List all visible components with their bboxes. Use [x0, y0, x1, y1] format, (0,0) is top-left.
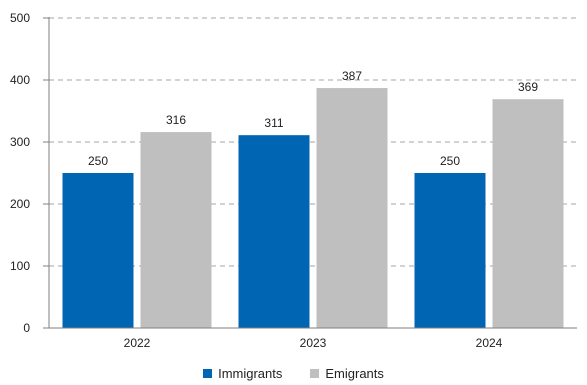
x-tick-label: 2024 — [476, 336, 503, 350]
bar-immigrants-2022 — [62, 173, 134, 328]
legend-label-emigrants: Emigrants — [325, 366, 384, 381]
bars — [62, 88, 564, 328]
bar-emigrants-2023 — [316, 88, 388, 328]
data-label-emigrants-2024: 369 — [518, 80, 538, 94]
legend-swatch-emigrants — [310, 369, 320, 378]
x-tick-label: 2023 — [300, 336, 327, 350]
data-label-immigrants-2022: 250 — [88, 154, 108, 168]
legend-item-immigrants: Immigrants — [203, 366, 282, 381]
y-tick-label: 200 — [10, 197, 30, 211]
bar-immigrants-2024 — [414, 173, 486, 328]
legend-label-immigrants: Immigrants — [218, 366, 283, 381]
data-label-immigrants-2024: 250 — [440, 154, 460, 168]
y-tick-label: 500 — [10, 11, 30, 25]
x-tick-label: 2022 — [124, 336, 151, 350]
x-axis: 2022 2023 2024 — [49, 327, 577, 350]
bar-immigrants-2023 — [238, 135, 310, 328]
data-label-immigrants-2023: 311 — [264, 116, 283, 130]
data-label-emigrants-2022: 316 — [166, 113, 186, 127]
legend-swatch-immigrants — [203, 369, 213, 378]
y-tick-label: 0 — [23, 321, 30, 335]
bar-emigrants-2022 — [140, 132, 212, 328]
y-tick-label: 400 — [10, 73, 30, 87]
y-tick-label: 100 — [10, 259, 30, 273]
gridlines — [49, 17, 577, 267]
data-labels: 250 316 311 387 250 369 — [88, 69, 538, 168]
legend: Immigrants Emigrants — [0, 366, 587, 381]
data-label-emigrants-2023: 387 — [342, 69, 362, 83]
y-axis: 0 100 200 300 400 500 — [10, 11, 50, 335]
y-tick-label: 300 — [10, 135, 30, 149]
legend-item-emigrants: Emigrants — [310, 366, 384, 381]
bar-emigrants-2024 — [492, 99, 564, 328]
